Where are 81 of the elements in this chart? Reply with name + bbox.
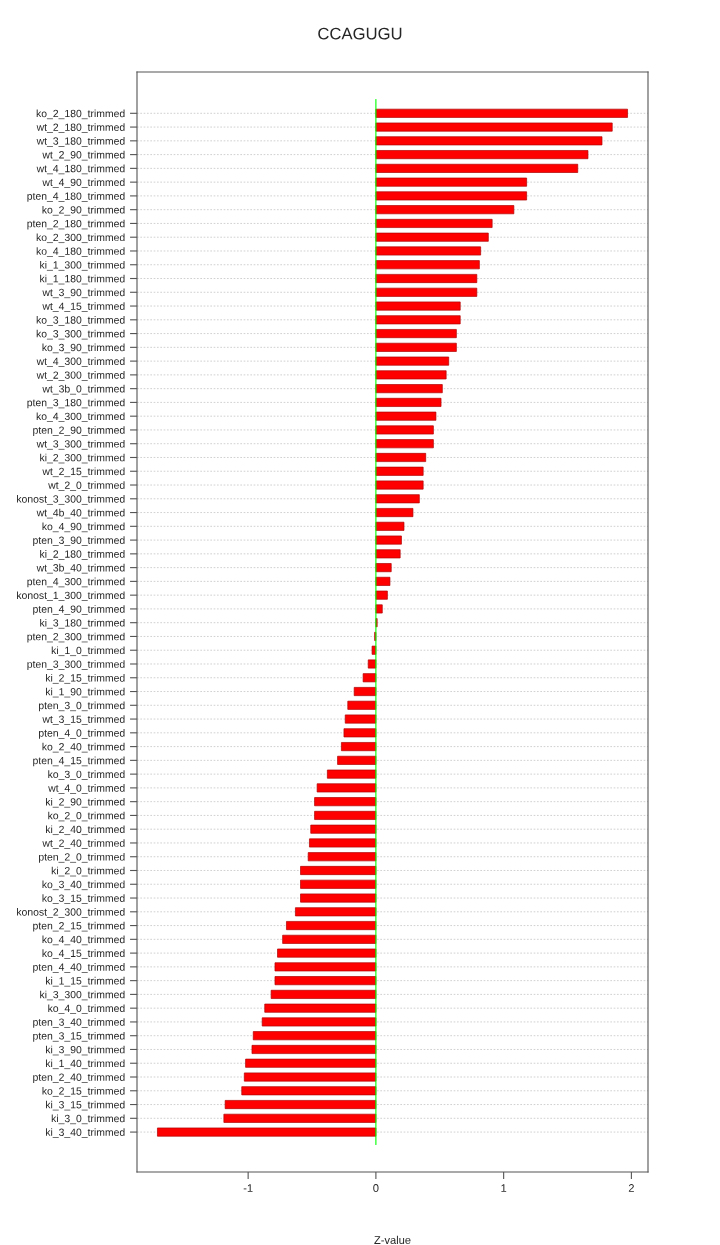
y-tick-label: ko_2_0_trimmed <box>48 811 125 822</box>
y-tick-label: ki_3_180_trimmed <box>40 618 125 629</box>
y-tick-label: ko_4_0_trimmed <box>48 1004 125 1015</box>
y-tick-label: ki_1_180_trimmed <box>40 274 125 285</box>
y-tick-label: ki_1_0_trimmed <box>51 646 125 657</box>
y-tick-label: ki_1_300_trimmed <box>40 260 125 271</box>
x-tick-label: 2 <box>628 1184 634 1192</box>
y-tick-label: wt_4_180_trimmed <box>36 164 125 175</box>
x-axis-title: Z-value <box>374 1235 411 1244</box>
x-tick-label: 0 <box>373 1184 379 1192</box>
y-tick-label: pten_3_40_trimmed <box>33 1018 125 1028</box>
y-tick-label: ki_2_0_trimmed <box>51 866 125 877</box>
y-tick-label: pten_2_300_trimmed <box>27 632 125 643</box>
y-tick-label: pten_4_40_trimmed <box>33 963 125 973</box>
y-tick-label: wt_2_300_trimmed <box>36 371 125 381</box>
y-tick-label: konost_1_300_trimmed <box>17 591 125 601</box>
y-tick-label: ko_3_40_trimmed <box>42 880 125 891</box>
y-tick-label: ko_4_180_trimmed <box>36 247 125 257</box>
y-tick-label: ki_2_15_trimmed <box>46 673 125 684</box>
y-tick-label: wt_3b_40_trimmed <box>36 563 125 574</box>
y-tick-label: ko_4_300_trimmed <box>36 412 125 423</box>
y-tick-label: pten_2_0_trimmed <box>39 852 125 863</box>
y-tick-label: ko_3_300_trimmed <box>36 329 125 340</box>
y-tick-label: ki_2_180_trimmed <box>40 550 125 560</box>
y-tick-label: wt_2_90_trimmed <box>42 150 125 161</box>
y-tick-label: wt_2_180_trimmed <box>36 123 125 133</box>
y-tick-label: pten_2_40_trimmed <box>33 1073 125 1083</box>
y-tick-label: ki_3_40_trimmed <box>46 1128 125 1138</box>
y-tick-label: ki_1_90_trimmed <box>46 687 125 698</box>
y-tick-label: wt_3_300_trimmed <box>36 439 125 450</box>
y-tick-label: ko_2_15_trimmed <box>42 1087 125 1097</box>
x-tick-label: -1 <box>243 1184 253 1192</box>
y-tick-label: pten_3_300_trimmed <box>27 660 125 670</box>
y-tick-label: pten_3_90_trimmed <box>33 536 125 547</box>
y-tick-label: konost_3_300_trimmed <box>17 495 125 505</box>
y-tick-label: wt_4b_40_trimmed <box>36 508 125 519</box>
y-tick-label: wt_3_180_trimmed <box>36 137 125 147</box>
y-tick-label: ko_4_40_trimmed <box>42 935 125 946</box>
y-tick-label: wt_2_15_trimmed <box>42 467 125 478</box>
y-tick-label: ki_2_40_trimmed <box>46 825 125 836</box>
y-tick-label: pten_4_15_trimmed <box>33 756 125 767</box>
y-tick-label: ko_2_40_trimmed <box>42 742 125 753</box>
chart-title: CCAGUGU <box>318 27 402 40</box>
y-tick-label: wt_2_0_trimmed <box>48 481 125 491</box>
y-tick-label: pten_4_300_trimmed <box>27 577 125 588</box>
y-tick-label: ki_2_300_trimmed <box>40 453 125 464</box>
y-tick-label: ko_2_180_trimmed <box>36 109 125 120</box>
y-tick-label: ki_1_15_trimmed <box>46 976 125 987</box>
y-tick-label: ko_4_90_trimmed <box>42 522 125 533</box>
y-tick-label: ki_2_90_trimmed <box>46 797 125 808</box>
y-tick-label: wt_3_15_trimmed <box>42 715 125 725</box>
y-tick-label: wt_4_90_trimmed <box>42 178 125 188</box>
y-tick-label: wt_4_15_trimmed <box>42 302 125 312</box>
y-tick-label: ki_3_90_trimmed <box>46 1045 125 1056</box>
y-tick-label: pten_3_0_trimmed <box>39 701 125 712</box>
y-tick-label: pten_4_180_trimmed <box>27 192 125 202</box>
y-tick-label: pten_4_0_trimmed <box>39 729 125 739</box>
y-tick-label: ko_3_15_trimmed <box>42 894 125 904</box>
y-tick-label: ko_4_15_trimmed <box>42 949 125 959</box>
y-tick-label: konost_2_300_trimmed <box>17 908 125 918</box>
y-tick-label: pten_2_90_trimmed <box>33 426 125 436</box>
y-tick-label: wt_4_300_trimmed <box>36 357 125 367</box>
y-tick-label: wt_2_40_trimmed <box>42 839 125 849</box>
y-tick-label: ki_1_40_trimmed <box>46 1059 125 1070</box>
y-tick-label: ki_3_15_trimmed <box>46 1100 125 1111</box>
y-tick-label: ko_2_300_trimmed <box>36 233 125 244</box>
y-tick-label: wt_3b_0_trimmed <box>42 384 125 395</box>
y-tick-label: pten_2_180_trimmed <box>27 219 125 230</box>
y-tick-label: pten_4_90_trimmed <box>33 605 125 615</box>
y-tick-label: ko_2_90_trimmed <box>42 205 125 216</box>
y-tick-label: wt_3_90_trimmed <box>42 288 125 299</box>
y-tick-label: ko_3_0_trimmed <box>48 770 125 780</box>
y-tick-label: ko_3_180_trimmed <box>36 316 125 326</box>
y-tick-label: ki_3_0_trimmed <box>51 1114 125 1125</box>
y-tick-label: pten_2_15_trimmed <box>33 921 125 932</box>
y-tick-label: pten_3_180_trimmed <box>27 398 125 409</box>
y-tick-label: ki_3_300_trimmed <box>40 990 125 1001</box>
x-tick-label: 1 <box>501 1184 507 1192</box>
y-tick-label: ko_3_90_trimmed <box>42 343 125 354</box>
y-tick-label: wt_4_0_trimmed <box>48 784 125 794</box>
y-tick-label: pten_3_15_trimmed <box>33 1031 125 1042</box>
